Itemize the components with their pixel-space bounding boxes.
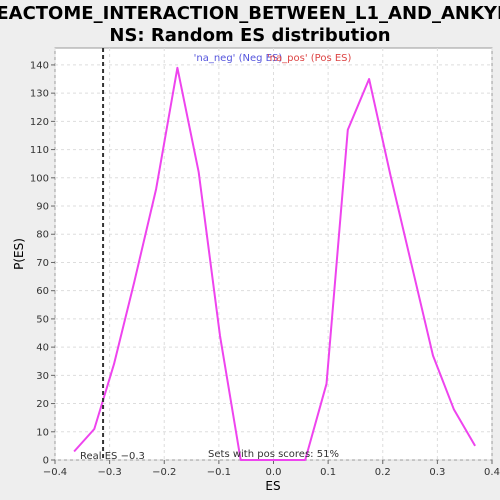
x-tick-label: 0.0 xyxy=(266,467,282,478)
legend-entry-neg-es: 'na_neg' (Neg ES) xyxy=(194,53,283,64)
pos-scores-annotation: Sets with pos scores: 51% xyxy=(208,449,339,460)
y-tick-label: 40 xyxy=(36,343,49,354)
x-tick-label: 0.1 xyxy=(320,467,336,478)
y-tick-label: 30 xyxy=(36,371,49,382)
y-tick-label: 20 xyxy=(36,399,49,410)
y-tick-label: 130 xyxy=(30,89,49,100)
x-tick-label: 0.2 xyxy=(375,467,391,478)
x-tick-label: −0.1 xyxy=(207,467,231,478)
x-tick-label: −0.2 xyxy=(152,467,176,478)
x-tick-label: −0.3 xyxy=(97,467,121,478)
y-tick-label: 100 xyxy=(30,173,49,184)
y-tick-label: 10 xyxy=(36,427,49,438)
legend-entry-pos-es: 'na_pos' (Pos ES) xyxy=(267,53,352,64)
x-tick-label: 0.3 xyxy=(429,467,445,478)
y-tick-label: 120 xyxy=(30,117,49,128)
x-tick-label: 0.4 xyxy=(484,467,500,478)
y-tick-label: 0 xyxy=(43,456,49,467)
y-tick-label: 140 xyxy=(30,60,49,71)
y-tick-label: 50 xyxy=(36,314,49,325)
series-layer xyxy=(73,66,476,461)
grid-lines xyxy=(54,48,493,461)
y-tick-label: 80 xyxy=(36,230,49,241)
x-axis-label: ES xyxy=(265,479,280,493)
chart-title-line-2: NS: Random ES distribution xyxy=(109,25,390,46)
x-tick-label: −0.4 xyxy=(43,467,67,478)
y-tick-label: 110 xyxy=(30,145,49,156)
y-tick-label: 90 xyxy=(36,202,49,213)
y-tick-label: 70 xyxy=(36,258,49,269)
axes: 0 10 20 30 40 50 60 70 80 90 100 110 120 130 140 −0.4 −0… xyxy=(30,60,500,478)
distribution-series-line xyxy=(73,66,476,461)
y-tick-label: 60 xyxy=(36,286,49,297)
chart-title-line-1: REACTOME_INTERACTION_BETWEEN_L1_AND_ANKY… xyxy=(0,3,500,24)
y-axis-label: P(ES) xyxy=(12,238,26,270)
real-es-annotation: Real ES −0.3 xyxy=(80,451,145,462)
